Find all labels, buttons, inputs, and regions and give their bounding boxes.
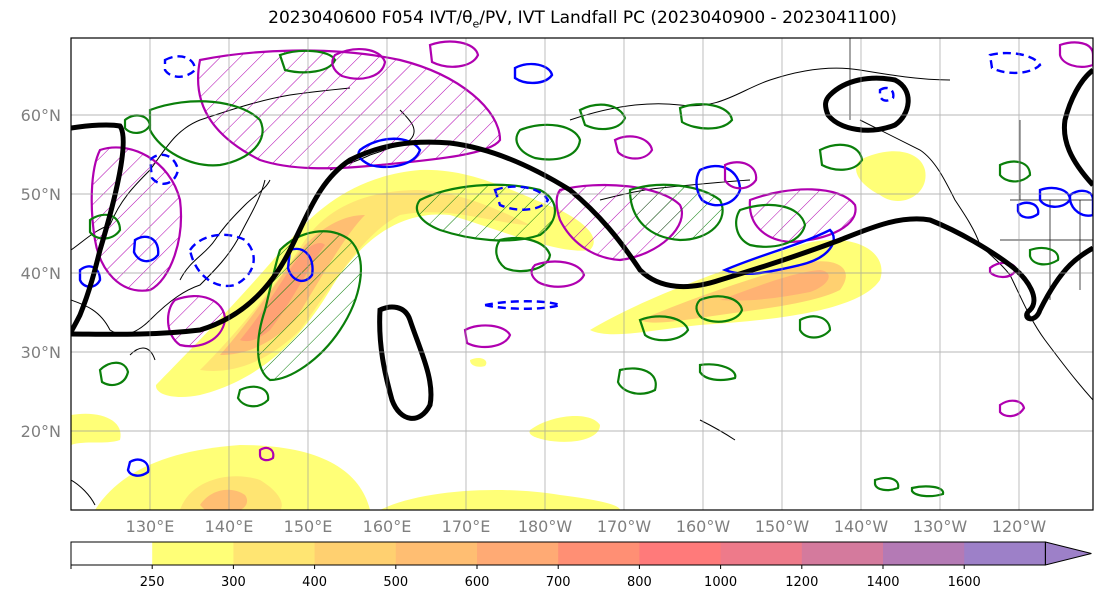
pv-blue-dashed [148, 51, 1042, 310]
pv-magenta-contours [258, 40, 1093, 462]
theta-e-contours [88, 49, 1060, 498]
lon-label-180w: 180°W [517, 517, 573, 536]
lat-label-30n: 30°N [20, 343, 61, 362]
lon-label-170e: 170°E [441, 517, 491, 536]
graticule [71, 38, 1093, 510]
lon-label-160w: 160°W [675, 517, 731, 536]
colorbar-segment [71, 542, 153, 565]
map-frame [70, 37, 1094, 511]
lon-label-170w: 170°W [596, 517, 652, 536]
lon-label-150w: 150°W [754, 517, 810, 536]
colorbar-tick-label: 1400 [866, 575, 900, 590]
lat-label-60n: 60°N [20, 106, 61, 125]
colorbar-tick-label: 1200 [785, 575, 819, 590]
colorbar-segment [720, 542, 803, 565]
colorbar-tick-label: 400 [302, 575, 327, 590]
colorbar-segment [801, 542, 884, 565]
colorbar-tick-label: 800 [626, 575, 652, 590]
colorbar-segment [558, 542, 640, 565]
lon-label-120w: 120°W [991, 517, 1047, 536]
lon-label-140e: 140°E [204, 517, 254, 536]
colorbar-segment [477, 542, 559, 565]
colorbar-segment [314, 542, 397, 565]
colorbar-segment [152, 542, 234, 565]
lon-label-140w: 140°W [833, 517, 889, 536]
colorbar-segment [233, 542, 316, 565]
colorbar-tick-label: 700 [545, 575, 571, 590]
ivt-landfall-pc-contour [71, 68, 1093, 421]
lon-label-160e: 160°E [362, 517, 412, 536]
chart-title: 2023040600 F054 IVT/θe/PV, IVT Landfall … [268, 8, 897, 31]
colorbar-segment [639, 542, 722, 565]
lon-label-130w: 130°W [912, 517, 968, 536]
colorbar-tick-label: 1600 [947, 575, 981, 590]
colorbar-tick-label: 600 [464, 575, 490, 590]
lon-label-150e: 150°E [283, 517, 333, 536]
colorbar-segment [883, 542, 965, 565]
colorbar-segment [395, 542, 478, 565]
colorbar-tick-label: 300 [220, 575, 246, 590]
colorbar-extend-arrow [1044, 541, 1092, 566]
colorbar-segment [964, 542, 1046, 565]
lon-label-130e: 130°E [125, 517, 175, 536]
colorbar-tick-label: 250 [139, 575, 165, 590]
lat-label-50n: 50°N [20, 185, 61, 204]
lat-label-20n: 20°N [20, 422, 61, 441]
colorbar-tick-label: 500 [383, 575, 409, 590]
colorbar-tick-label: 1000 [704, 575, 738, 590]
lat-label-40n: 40°N [20, 264, 61, 283]
colorbar [70, 541, 1092, 569]
